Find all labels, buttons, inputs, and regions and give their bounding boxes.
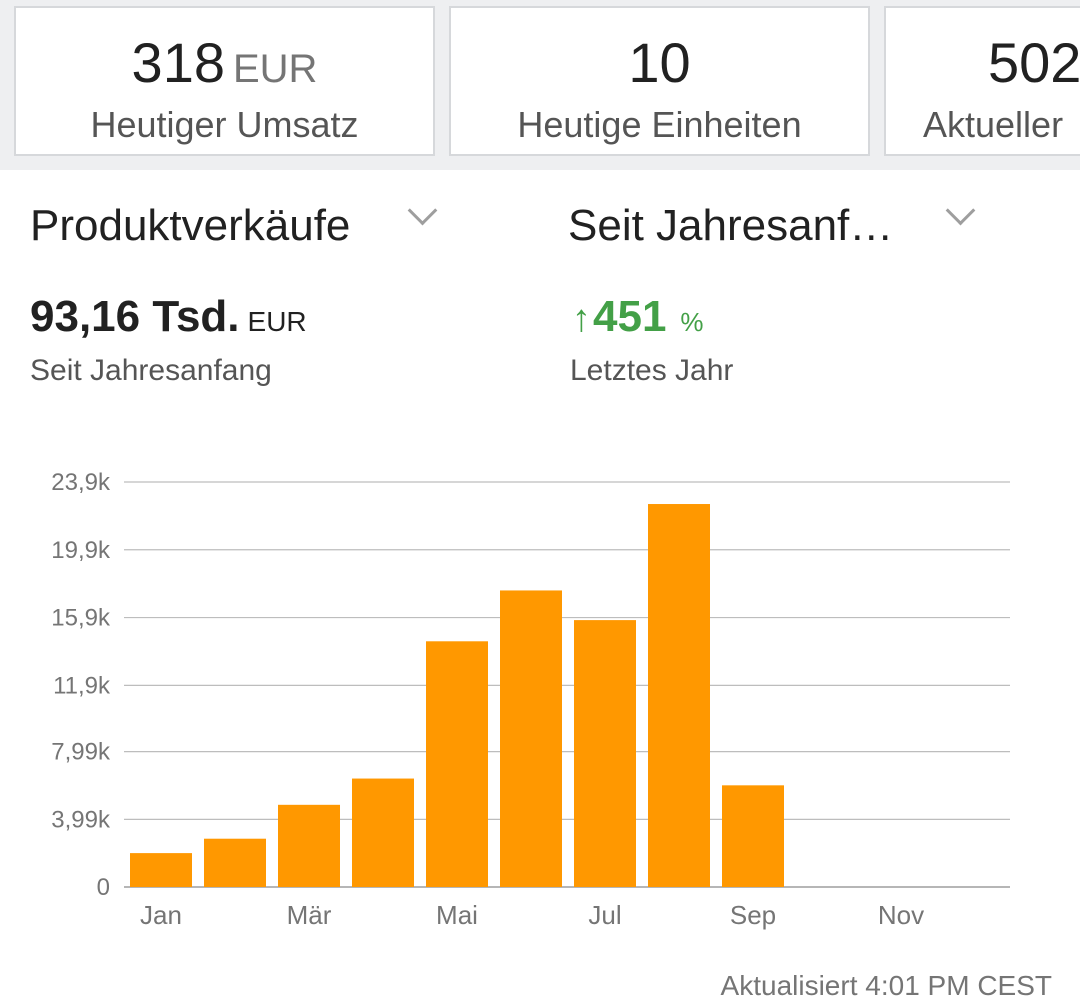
kpi-revenue-value: 318 xyxy=(131,31,225,94)
y-tick-label: 3,99k xyxy=(51,806,111,833)
y-tick-label: 19,9k xyxy=(51,537,111,564)
bar-mai[interactable] xyxy=(426,641,488,887)
bar-aug[interactable] xyxy=(648,504,710,887)
bar-apr[interactable] xyxy=(352,778,414,887)
x-tick-label: Mai xyxy=(436,900,478,930)
kpi-units-value: 10 xyxy=(628,31,691,94)
kpi-revenue-label: Heutiger Umsatz xyxy=(90,104,359,145)
x-tick-label: Sep xyxy=(730,900,776,930)
kpi-current-label: Aktueller xyxy=(923,104,1064,145)
last-updated: Aktualisiert 4:01 PM CEST xyxy=(720,970,1052,1001)
bar-mär[interactable] xyxy=(278,804,340,887)
kpi-card-units[interactable]: 10 Heutige Einheiten xyxy=(449,6,870,156)
total-sales-caption: Seit Jahresanfang xyxy=(30,354,272,387)
x-tick-label: Jan xyxy=(140,900,182,930)
growth-unit: % xyxy=(680,307,704,337)
growth-value: 451 xyxy=(593,292,667,341)
sales-bar-chart: 0 3,99k 7,99k 11,9k 15,9k 19,9k 23,9k Jan Mär Mai… xyxy=(51,469,1010,930)
growth: ↑451% xyxy=(572,292,704,342)
kpi-revenue-unit: EUR xyxy=(232,47,318,91)
kpi-strip: 318 EUR Heutiger Umsatz 10 Heutige Einhei… xyxy=(0,0,1080,170)
y-tick-label: 0 xyxy=(97,874,110,901)
range-dropdown-label: Seit Jahresanf… xyxy=(568,201,894,250)
kpi-units-label: Heutige Einheiten xyxy=(517,104,802,145)
arrow-up-icon: ↑ xyxy=(572,298,591,340)
total-sales-value: 93,16 Tsd. xyxy=(30,292,240,341)
y-tick-label: 23,9k xyxy=(51,469,111,496)
y-tick-label: 7,99k xyxy=(51,739,111,766)
x-tick-label: Mär xyxy=(287,900,332,930)
metric-dropdown[interactable]: Produktverkäufe xyxy=(30,195,438,256)
chevron-down-icon xyxy=(407,195,438,226)
chevron-down-icon xyxy=(945,195,976,226)
bar-sep[interactable] xyxy=(722,785,784,887)
bar-jun[interactable] xyxy=(500,590,562,887)
x-tick-label: Nov xyxy=(878,900,924,930)
y-tick-label: 11,9k xyxy=(53,672,111,699)
kpi-card-revenue[interactable]: 318 EUR Heutiger Umsatz xyxy=(14,6,435,156)
kpi-card-current[interactable]: 502 Aktueller xyxy=(884,6,1080,156)
x-tick-label: Jul xyxy=(588,900,621,930)
y-tick-label: 15,9k xyxy=(51,605,111,632)
range-dropdown[interactable]: Seit Jahresanf… xyxy=(568,195,976,256)
kpi-current-value: 502 xyxy=(988,31,1080,94)
total-sales: 93,16 Tsd. EUR xyxy=(30,292,307,342)
bar-feb[interactable] xyxy=(204,838,266,887)
bar-jul[interactable] xyxy=(574,620,636,887)
growth-caption: Letztes Jahr xyxy=(570,354,734,387)
metric-dropdown-label: Produktverkäufe xyxy=(30,201,351,250)
total-sales-unit: EUR xyxy=(247,306,307,337)
bar-jan[interactable] xyxy=(130,853,192,887)
